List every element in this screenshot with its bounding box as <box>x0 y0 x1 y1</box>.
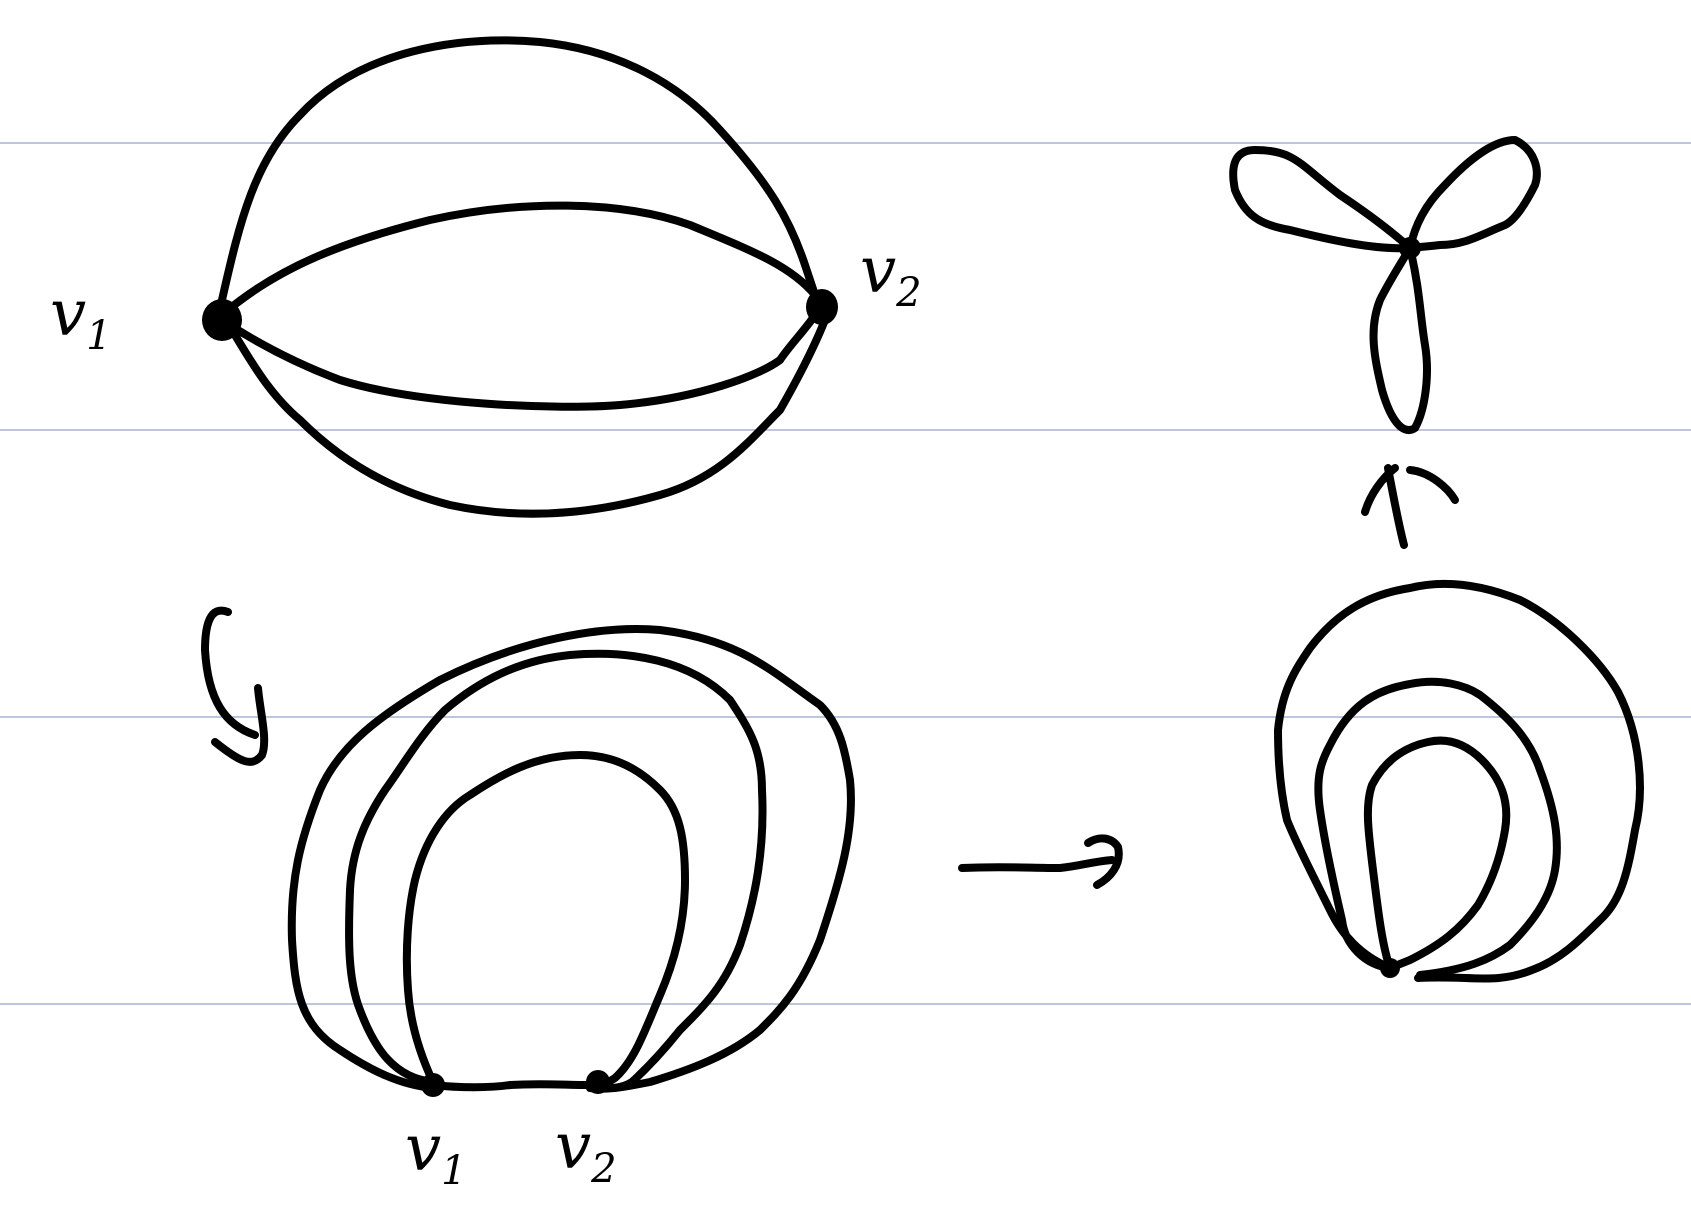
label-v2-bottom-base: v <box>555 1110 591 1184</box>
planar-theta-graph: v1 v2 <box>287 625 855 1194</box>
vertex-v2 <box>806 289 838 325</box>
loop-inner <box>1363 736 1511 972</box>
label-v1-sub: 1 <box>86 313 111 359</box>
up-arrow <box>1361 464 1459 549</box>
label-v2-bottom-sub: 2 <box>590 1146 616 1192</box>
theta-graph: v1 v2 <box>50 36 922 518</box>
label-v1: v1 <box>50 277 112 359</box>
right-arrow-shaft <box>958 856 1116 872</box>
arc-inner <box>402 751 689 1089</box>
loop-middle <box>1314 677 1561 979</box>
label-v2: v2 <box>860 234 922 316</box>
curved-arrow-head <box>211 684 269 766</box>
label-v1-base: v <box>50 277 86 351</box>
edge-outer-top <box>218 36 819 304</box>
arc-middle <box>345 649 767 1093</box>
loop-outer <box>1274 579 1644 983</box>
nested-loops <box>1274 579 1644 983</box>
right-arrow-head <box>1084 834 1123 889</box>
up-arrow-shaft <box>1384 464 1408 549</box>
petal-left <box>1229 146 1414 253</box>
vertex-v1 <box>202 299 242 341</box>
arc-outer <box>287 625 855 1093</box>
label-v2-bottom: v2 <box>555 1110 617 1192</box>
edge-chord <box>429 1080 594 1092</box>
label-v2-sub: 2 <box>895 270 921 316</box>
right-arrow <box>958 834 1123 889</box>
edge-outer-bottom <box>228 316 829 518</box>
label-v1-bottom-sub: 1 <box>441 1148 466 1194</box>
petal-right <box>1406 136 1541 252</box>
label-v2-base: v <box>860 234 896 308</box>
vertex-v1-bottom <box>421 1073 445 1097</box>
bouquet-of-three-circles <box>1229 136 1541 435</box>
vertex-v2-bottom <box>586 1070 610 1094</box>
up-arrow-head <box>1361 464 1399 516</box>
label-v1-bottom: v1 <box>405 1112 467 1194</box>
ruled-lines <box>0 142 1691 1005</box>
edge-inner-top <box>218 201 819 319</box>
petal-bottom <box>1369 244 1431 435</box>
loops-vertex <box>1380 958 1400 978</box>
bouquet-vertex <box>1399 237 1421 259</box>
up-arrow-label-r <box>1406 466 1459 504</box>
curved-down-arrow <box>201 606 269 766</box>
label-v1-bottom-base: v <box>405 1112 441 1186</box>
curved-arrow-shaft <box>201 606 259 739</box>
edge-inner-bottom <box>218 311 819 411</box>
